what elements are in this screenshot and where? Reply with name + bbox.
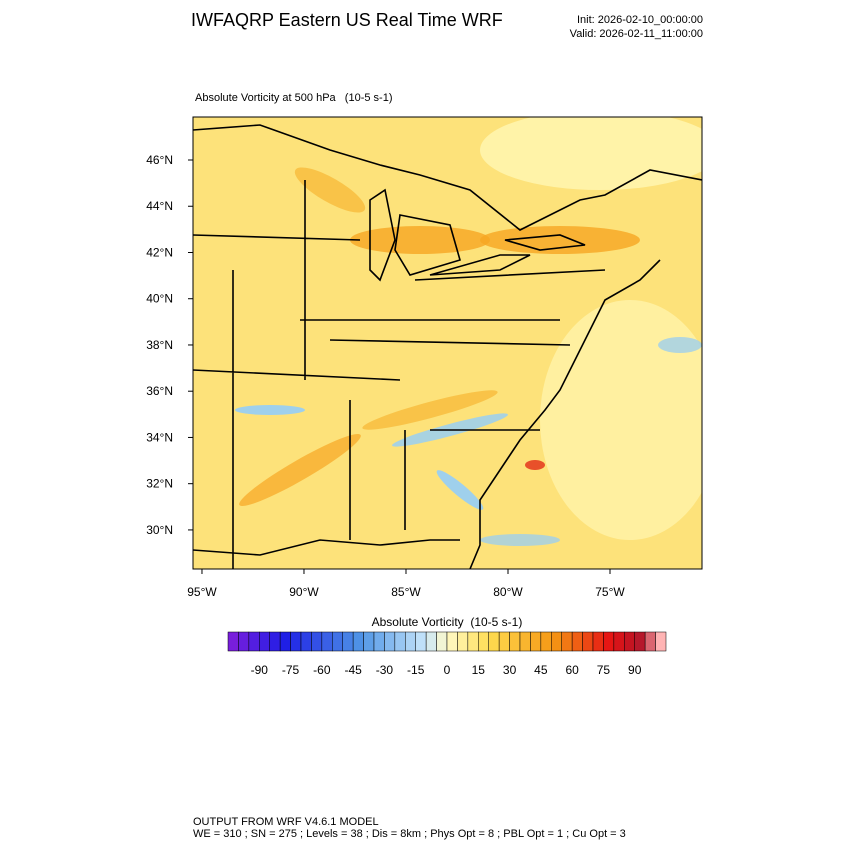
colorbar-box — [332, 631, 343, 652]
colorbar-box — [488, 631, 500, 652]
field-blob — [294, 167, 366, 213]
x-tick-label: 90°W — [289, 585, 319, 599]
y-tick-label: 44°N — [146, 199, 173, 213]
colorbar-box — [603, 631, 615, 652]
colorbar-tick-label: -45 — [344, 663, 362, 677]
colorbar-tick-label: 90 — [628, 663, 642, 677]
x-tick-label: 85°W — [391, 585, 421, 599]
colorbar-tick-label: -15 — [407, 663, 425, 677]
colorbar-box — [446, 631, 458, 652]
map-frame — [192, 116, 703, 570]
title: IWFAQRP Eastern US Real Time WRF — [191, 10, 503, 30]
colorbar-tick-label: -30 — [376, 663, 394, 677]
colorbar-box — [363, 631, 375, 652]
colorbar-title: Absolute Vorticity (10-5 s-1) — [372, 615, 523, 629]
footer-line: WE = 310 ; SN = 275 ; Levels = 38 ; Dis … — [193, 828, 626, 840]
colorbar-box — [592, 631, 604, 652]
colorbar-box — [415, 631, 427, 652]
y-tick-label: 36°N — [146, 384, 173, 398]
colorbar-box — [467, 631, 479, 652]
coastlines — [193, 124, 702, 569]
colorbar-box — [519, 631, 531, 652]
field-blob — [480, 226, 640, 254]
y-tick-label: 30°N — [146, 523, 173, 537]
colorbar-box — [321, 631, 333, 652]
y-tick-label: 32°N — [146, 477, 173, 491]
colorbar-box — [530, 631, 542, 652]
colorbar-box — [342, 631, 354, 652]
colorbar-box — [352, 631, 364, 652]
init-time: Init: 2026-02-10_00:00:00 — [577, 14, 703, 26]
colorbar-box — [634, 631, 646, 652]
colorbar-box — [279, 631, 291, 652]
colorbar-box — [405, 631, 416, 652]
colorbar: -90 -75 -60 -45 -30 -15 0 15 30 45 60 75 90 — [227, 631, 667, 677]
field-blob — [540, 300, 702, 540]
subtitle: Absolute Vorticity at 500 hPa (10-5 s-1) — [195, 92, 393, 104]
colorbar-box — [582, 631, 594, 652]
colorbar-box — [269, 631, 281, 652]
colorbar-box — [238, 631, 250, 652]
colorbar-tick-label: -90 — [251, 663, 269, 677]
x-tick-label: 75°W — [595, 585, 625, 599]
field-blob — [235, 405, 305, 415]
y-tick-label: 42°N — [146, 245, 173, 259]
colorbar-box — [300, 631, 312, 652]
colorbar-box — [457, 631, 469, 652]
colorbar-box — [498, 631, 510, 652]
valid-time: Valid: 2026-02-11_11:00:00 — [570, 28, 703, 40]
colorbar-box — [373, 631, 385, 652]
field-blob — [362, 390, 498, 430]
y-tick-label: 38°N — [146, 338, 173, 352]
colorbar-tick-label: 60 — [565, 663, 579, 677]
colorbar-box — [478, 631, 489, 652]
y-tick-label: 40°N — [146, 292, 173, 306]
x-tick-label: 80°W — [493, 585, 523, 599]
colorbar-tick-label: 30 — [503, 663, 517, 677]
colorbar-box — [561, 631, 573, 652]
footer-line: OUTPUT FROM WRF V4.6.1 MODEL — [193, 816, 379, 828]
colorbar-box — [227, 631, 239, 652]
colorbar-tick-label: -75 — [282, 663, 300, 677]
colorbar-box — [644, 631, 656, 652]
colorbar-box — [624, 631, 635, 652]
colorbar-box — [425, 631, 437, 652]
colorbar-tick-label: 0 — [444, 663, 451, 677]
colorbar-tick-label: 75 — [597, 663, 611, 677]
field-blob — [239, 433, 361, 507]
field-blob — [658, 337, 702, 353]
colorbar-box — [384, 631, 396, 652]
colorbar-box — [311, 631, 323, 652]
colorbar-box — [259, 631, 270, 652]
colorbar-box — [394, 631, 406, 652]
colorbar-box — [655, 631, 667, 652]
colorbar-box — [613, 631, 625, 652]
colorbar-tick-label: 15 — [472, 663, 486, 677]
map-field — [193, 117, 702, 569]
field-blob — [480, 117, 702, 190]
field-blob — [525, 460, 545, 470]
colorbar-tick-label: -60 — [313, 663, 331, 677]
colorbar-box — [571, 631, 583, 652]
colorbar-box — [248, 631, 260, 652]
colorbar-box — [551, 631, 562, 652]
field-blob — [480, 534, 560, 546]
y-tick-label: 46°N — [146, 153, 173, 167]
colorbar-box — [290, 631, 302, 652]
colorbar-box — [540, 631, 552, 652]
field-blob — [436, 470, 484, 510]
colorbar-box — [436, 631, 448, 652]
colorbar-tick-label: 45 — [534, 663, 548, 677]
colorbar-box — [509, 631, 521, 652]
x-tick-label: 95°W — [187, 585, 217, 599]
y-tick-label: 34°N — [146, 430, 173, 444]
field-blob — [350, 226, 490, 254]
